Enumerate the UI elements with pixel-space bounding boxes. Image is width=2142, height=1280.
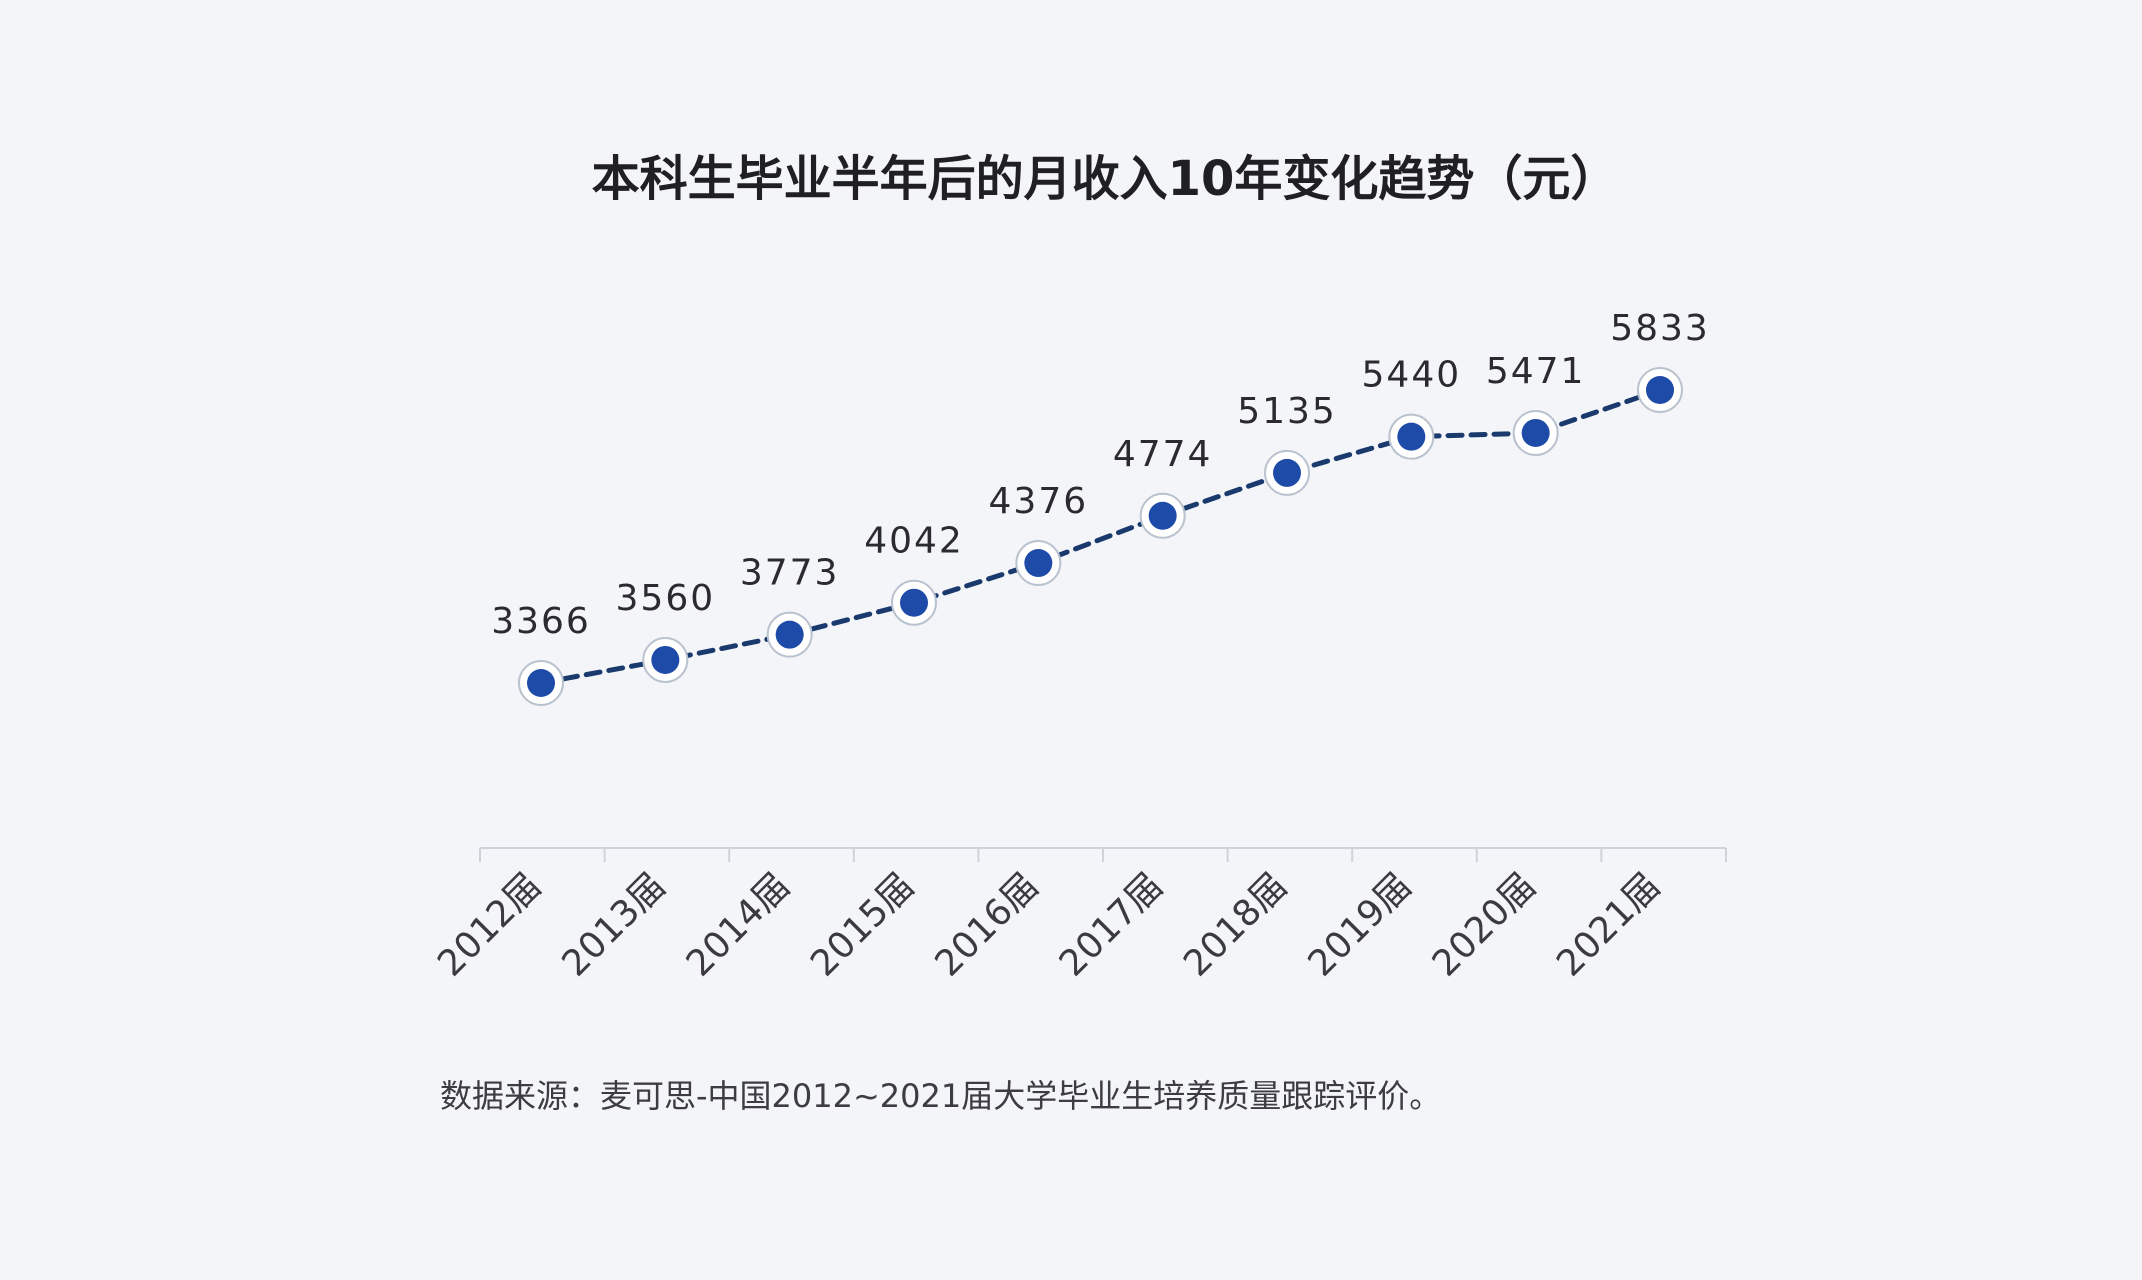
data-point (766, 611, 813, 658)
x-tick-label: 2016届 (927, 865, 1046, 984)
x-tick-label: 2013届 (554, 865, 673, 984)
data-label: 5471 (1486, 351, 1586, 392)
chart-title: 本科生毕业半年后的月收入10年变化趋势（元） (592, 151, 1619, 207)
data-point (642, 636, 689, 683)
x-tick-labels: 2012届 2013届 2014届 2015届 2016届 2017届 2018届 2019届… (430, 865, 1668, 984)
x-tick-label: 2020届 (1425, 865, 1544, 984)
data-point-dot (1397, 422, 1426, 451)
data-label: 4042 (864, 521, 964, 562)
data-label: 5440 (1362, 355, 1462, 396)
x-tick-label: 2019届 (1300, 865, 1419, 984)
data-point (1264, 449, 1310, 496)
data-label: 5833 (1610, 308, 1710, 349)
data-label: 4376 (989, 481, 1089, 522)
data-point-dot (527, 669, 555, 697)
data-points (518, 367, 1683, 706)
data-point-dot (651, 645, 680, 674)
x-axis (479, 847, 1727, 862)
source-note: 数据来源：麦可思-中国2012~2021届大学毕业生培养质量跟踪评价。 (440, 1077, 1441, 1115)
data-point (518, 660, 564, 706)
data-point (1637, 367, 1683, 413)
data-point (1015, 540, 1062, 587)
data-point-dot (1646, 376, 1674, 404)
data-point (1512, 409, 1559, 456)
data-point (1388, 413, 1435, 460)
data-point (891, 579, 937, 626)
data-point (1139, 492, 1186, 539)
data-label: 5135 (1237, 391, 1337, 432)
x-tick-label: 2018届 (1176, 865, 1295, 984)
data-label: 4774 (1113, 434, 1213, 475)
data-label: 3773 (740, 553, 840, 594)
data-point-dot (775, 620, 804, 649)
data-label: 3560 (616, 578, 716, 619)
data-point-dot (1521, 418, 1550, 447)
x-tick-label: 2015届 (803, 865, 922, 984)
data-point-dot (1273, 458, 1301, 487)
x-tick-label: 2012届 (430, 865, 549, 984)
series-line (538, 387, 1663, 686)
x-tick-label: 2014届 (679, 865, 798, 984)
series-line-group (538, 387, 1663, 686)
data-point-dot (1024, 549, 1053, 578)
x-tick-label: 2017届 (1052, 865, 1171, 984)
x-tick-label: 2021届 (1549, 865, 1668, 984)
data-label: 3366 (491, 601, 591, 642)
data-point-dot (900, 588, 928, 617)
data-point-dot (1148, 501, 1177, 530)
data-labels: 3366 3560 3773 4042 4376 4774 5135 5440 5471 5833 (491, 308, 1710, 642)
